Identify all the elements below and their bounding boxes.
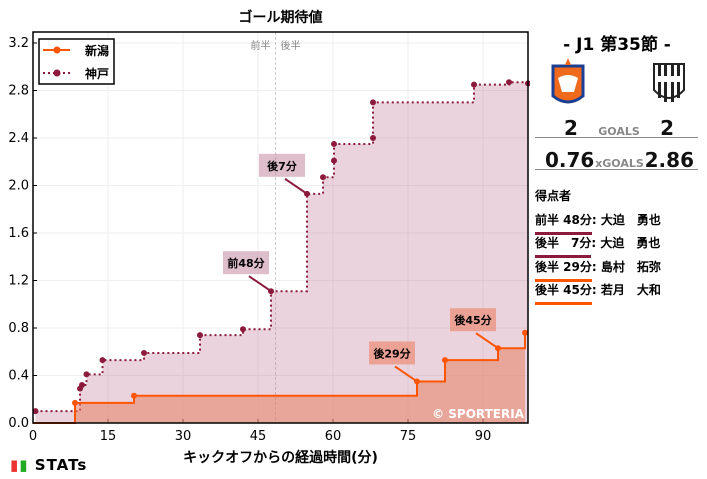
annotation-box	[450, 308, 496, 332]
niigata-logo	[551, 58, 585, 104]
stats-brand: ▮▮ STATs	[10, 456, 88, 474]
chart-title: ゴール期待値	[239, 9, 323, 26]
watermark: © SPORTERIA	[432, 407, 525, 421]
data-point	[331, 157, 337, 164]
y-tick-label: 2.0	[8, 179, 29, 194]
scorer-name: 島村 拓弥	[600, 259, 661, 274]
data-point	[141, 349, 147, 356]
legend-label: 新潟	[85, 43, 109, 58]
plot-frame	[32, 31, 529, 424]
area-1	[35, 82, 528, 423]
scorer-name: 大迫 勇也	[600, 212, 661, 227]
goals-row: 2 GOALS 2	[535, 116, 698, 140]
scorer-time: 後半 45分	[535, 279, 592, 305]
away-goals: 2	[660, 116, 674, 140]
x-tick-label: 30	[175, 429, 192, 444]
scorer-row: 後半 29分: 島村 拓弥	[535, 256, 661, 282]
y-tick-label: 0.4	[8, 369, 29, 384]
area-0	[33, 332, 525, 423]
data-point	[32, 408, 39, 415]
legend-marker	[53, 46, 61, 54]
annotation-arrow	[248, 275, 272, 293]
scorers-list: 得点者 前半 48分: 大迫 勇也 後半 7分: 大迫 勇也 後半 29分: 島…	[535, 185, 661, 305]
annotation-arrow	[284, 177, 308, 195]
y-tick-label: 3.2	[8, 36, 29, 51]
x-tick-label: 60	[325, 429, 342, 444]
scorer-name: 若月 大和	[600, 283, 661, 297]
x-axis-label: キックオフからの経過時間(分)	[183, 449, 378, 466]
x-tick-label: 0	[29, 429, 37, 444]
annotation-label: 後45分	[454, 313, 491, 327]
annotation-box	[369, 341, 415, 365]
data-point	[331, 140, 337, 147]
data-point	[240, 326, 246, 333]
y-tick-label: 1.6	[8, 226, 29, 241]
scorers-title: 得点者	[535, 189, 572, 203]
legend-marker	[53, 69, 61, 77]
scorer-name: 大迫 勇也	[600, 236, 661, 250]
xg-row: 0.76 xGOALS 2.86	[535, 148, 698, 172]
data-point	[370, 99, 376, 106]
data-point	[72, 399, 78, 406]
scorer-time: 後半 7分	[535, 232, 592, 258]
home-goals: 2	[564, 116, 578, 140]
annotation-box	[259, 153, 305, 177]
away-xg: 2.86	[644, 148, 694, 172]
x-tick-label: 90	[475, 429, 492, 444]
annotation-box	[223, 251, 269, 275]
data-point	[370, 135, 376, 141]
annotation-label: 後29分	[373, 346, 410, 360]
y-tick-label: 2.8	[8, 84, 29, 99]
data-point	[197, 332, 203, 339]
xg-chart: 0 15 30 45 60 75 90 0.0 0.4 0.8 1.2 1.6 2.0 2.4 2.8 3.2…	[8, 9, 530, 466]
annotation-label: 後7分	[267, 159, 297, 173]
data-point	[320, 174, 326, 181]
data-point	[522, 329, 528, 336]
scorer-row: 後半 7分: 大迫 勇也	[535, 232, 661, 258]
data-point	[79, 382, 85, 388]
y-tick-label: 2.4	[8, 131, 29, 146]
data-point	[471, 81, 477, 88]
x-tick-label: 15	[100, 429, 117, 444]
data-point	[506, 79, 512, 86]
legend-label: 神戸	[85, 66, 109, 81]
annotation-label: 前48分	[227, 256, 264, 270]
scorer-row: 前半 48分: 大迫 勇也	[535, 209, 661, 235]
x-tick-label: 45	[250, 429, 267, 444]
y-tick-label: 1.2	[8, 274, 29, 289]
round-title: - J1 第35節 -	[563, 35, 671, 55]
scorer-time: 後半 29分	[535, 256, 592, 282]
data-point	[131, 392, 137, 399]
data-point	[83, 371, 90, 378]
y-tick-label: 0.0	[8, 416, 29, 431]
annotation-arrow	[475, 332, 499, 350]
legend	[38, 38, 115, 85]
annotation-arrow	[394, 365, 418, 383]
scorer-time: 前半 48分	[535, 209, 592, 235]
xg-label: xGOALS	[595, 157, 644, 170]
data-point	[99, 357, 106, 364]
brand-text: STATs	[34, 456, 88, 474]
half-label: 後半	[281, 39, 301, 52]
y-tick-label: 0.8	[8, 321, 29, 336]
goals-label: GOALS	[598, 125, 640, 138]
x-tick-label: 75	[400, 429, 417, 444]
home-xg: 0.76	[545, 148, 595, 172]
half-label: 前半	[251, 39, 271, 52]
scorer-row: 後半 45分: 若月 大和	[535, 279, 661, 305]
vissel-logo	[653, 63, 685, 102]
data-point	[442, 357, 448, 364]
